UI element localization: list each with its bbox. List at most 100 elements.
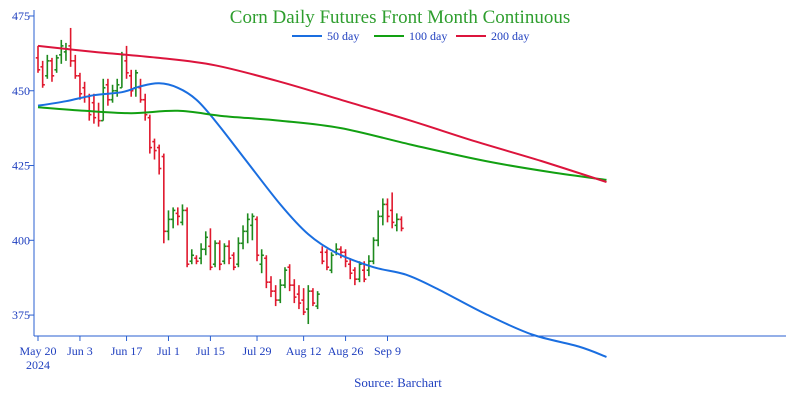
y-tick-label: 400 <box>12 233 30 247</box>
source-label: Source: Barchart <box>354 375 442 390</box>
legend-label: 200 day <box>491 29 529 43</box>
ma-line-100-day <box>37 106 607 181</box>
ohlc-bar <box>231 252 236 271</box>
ohlc-bar <box>180 204 185 226</box>
x-tick-year-label: 2024 <box>26 358 50 372</box>
x-tick-label: Jul 15 <box>196 344 225 358</box>
ohlc-bar <box>142 93 148 121</box>
ohlc-bar <box>49 57 55 82</box>
ohlc-bar <box>268 276 274 298</box>
ohlc-bar <box>189 249 194 265</box>
ohlc-bar <box>124 45 129 79</box>
ohlc-bar <box>217 240 222 271</box>
ohlc-bar <box>264 255 269 289</box>
moving-average-lines <box>37 44 607 358</box>
x-tick-label: Jun 17 <box>111 344 143 358</box>
ohlc-bar <box>101 78 106 122</box>
ohlc-bar <box>296 285 302 310</box>
ohlc-bar <box>96 102 101 127</box>
y-tick-label: 475 <box>12 9 30 23</box>
ohlc-bar <box>129 69 134 97</box>
ohlc-bar <box>371 237 376 265</box>
ohlc-bar <box>59 39 64 64</box>
ohlc-bar <box>222 243 227 265</box>
ohlc-bar <box>91 93 97 124</box>
ohlc-bar <box>399 216 404 232</box>
x-tick-label: Aug 26 <box>328 344 364 358</box>
x-tick-label: Jul 29 <box>243 344 272 358</box>
ohlc-bar <box>375 210 381 247</box>
ohlc-bar <box>240 225 246 250</box>
ohlc-bar <box>166 210 171 241</box>
ohlc-bar <box>77 72 83 100</box>
x-tick-label: May 20 <box>20 344 57 358</box>
x-tick-label: Sep 9 <box>374 344 401 358</box>
ohlc-bar <box>203 231 208 256</box>
chart-title: Corn Daily Futures Front Month Continuou… <box>230 7 570 28</box>
ohlc-bar <box>198 243 204 265</box>
legend-item: 100 day <box>374 29 447 43</box>
ohlc-bar <box>250 213 255 241</box>
ma-line-50-day <box>37 82 607 358</box>
ohlc-bar <box>73 54 78 79</box>
ohlc-bar <box>105 78 111 106</box>
x-tick-label: Aug 12 <box>286 344 322 358</box>
ohlc-bar <box>133 69 139 97</box>
legend-item: 50 day <box>292 29 359 43</box>
ohlc-bar <box>320 246 325 265</box>
ohlc-bar <box>170 207 176 229</box>
ohlc-bar <box>156 144 162 175</box>
ohlc-bar <box>282 267 288 289</box>
ohlc-bar <box>40 60 45 88</box>
ohlc-bar <box>236 237 241 268</box>
ohlc-bar <box>292 279 297 304</box>
ohlc-bar <box>175 207 180 226</box>
ohlc-bar <box>138 78 143 103</box>
ohlc-bar <box>329 252 334 274</box>
ohlc-bar <box>194 255 199 265</box>
ohlc-bar <box>306 285 311 325</box>
price-bars <box>35 27 404 325</box>
ohlc-bar <box>380 198 386 226</box>
ohlc-bar <box>352 267 358 286</box>
y-tick-label: 375 <box>12 308 30 322</box>
legend-label: 100 day <box>409 29 447 43</box>
ohlc-bar <box>82 81 87 103</box>
ohlc-bar <box>348 258 353 280</box>
ohlc-bar <box>385 198 390 223</box>
ohlc-bar <box>254 216 260 262</box>
ohlc-bar <box>273 285 278 307</box>
ohlc-bar <box>35 45 41 73</box>
y-tick-label: 450 <box>12 84 30 98</box>
ohlc-bar <box>245 213 250 244</box>
ohlc-bar <box>152 138 157 160</box>
ohlc-bar <box>68 27 73 67</box>
ohlc-bar <box>87 93 92 121</box>
ohlc-bar <box>301 288 306 316</box>
ohlc-bar <box>161 153 167 244</box>
ohlc-bar <box>389 192 395 229</box>
ohlc-bar <box>45 54 50 79</box>
ohlc-bar <box>315 291 320 310</box>
ohlc-bar <box>278 279 283 304</box>
ohlc-bar <box>54 54 59 73</box>
legend-label: 50 day <box>327 29 359 43</box>
ohlc-bar <box>357 261 362 283</box>
ma-line-200-day <box>37 44 607 183</box>
ohlc-bar <box>119 51 125 89</box>
ohlc-bar <box>324 249 330 271</box>
ohlc-bar <box>212 240 218 268</box>
ohlc-bar <box>63 42 69 61</box>
ohlc-bar <box>184 207 190 268</box>
y-tick-label: 425 <box>12 159 30 173</box>
legend: 50 day 100 day 200 day <box>292 29 529 43</box>
x-tick-label: Jul 1 <box>157 344 180 358</box>
ohlc-bar <box>394 213 400 232</box>
ohlc-bar <box>259 249 264 274</box>
ohlc-bar <box>226 240 232 265</box>
ohlc-bar <box>208 228 213 271</box>
ohlc-bar <box>310 288 316 307</box>
x-tick-label: Jun 3 <box>67 344 93 358</box>
